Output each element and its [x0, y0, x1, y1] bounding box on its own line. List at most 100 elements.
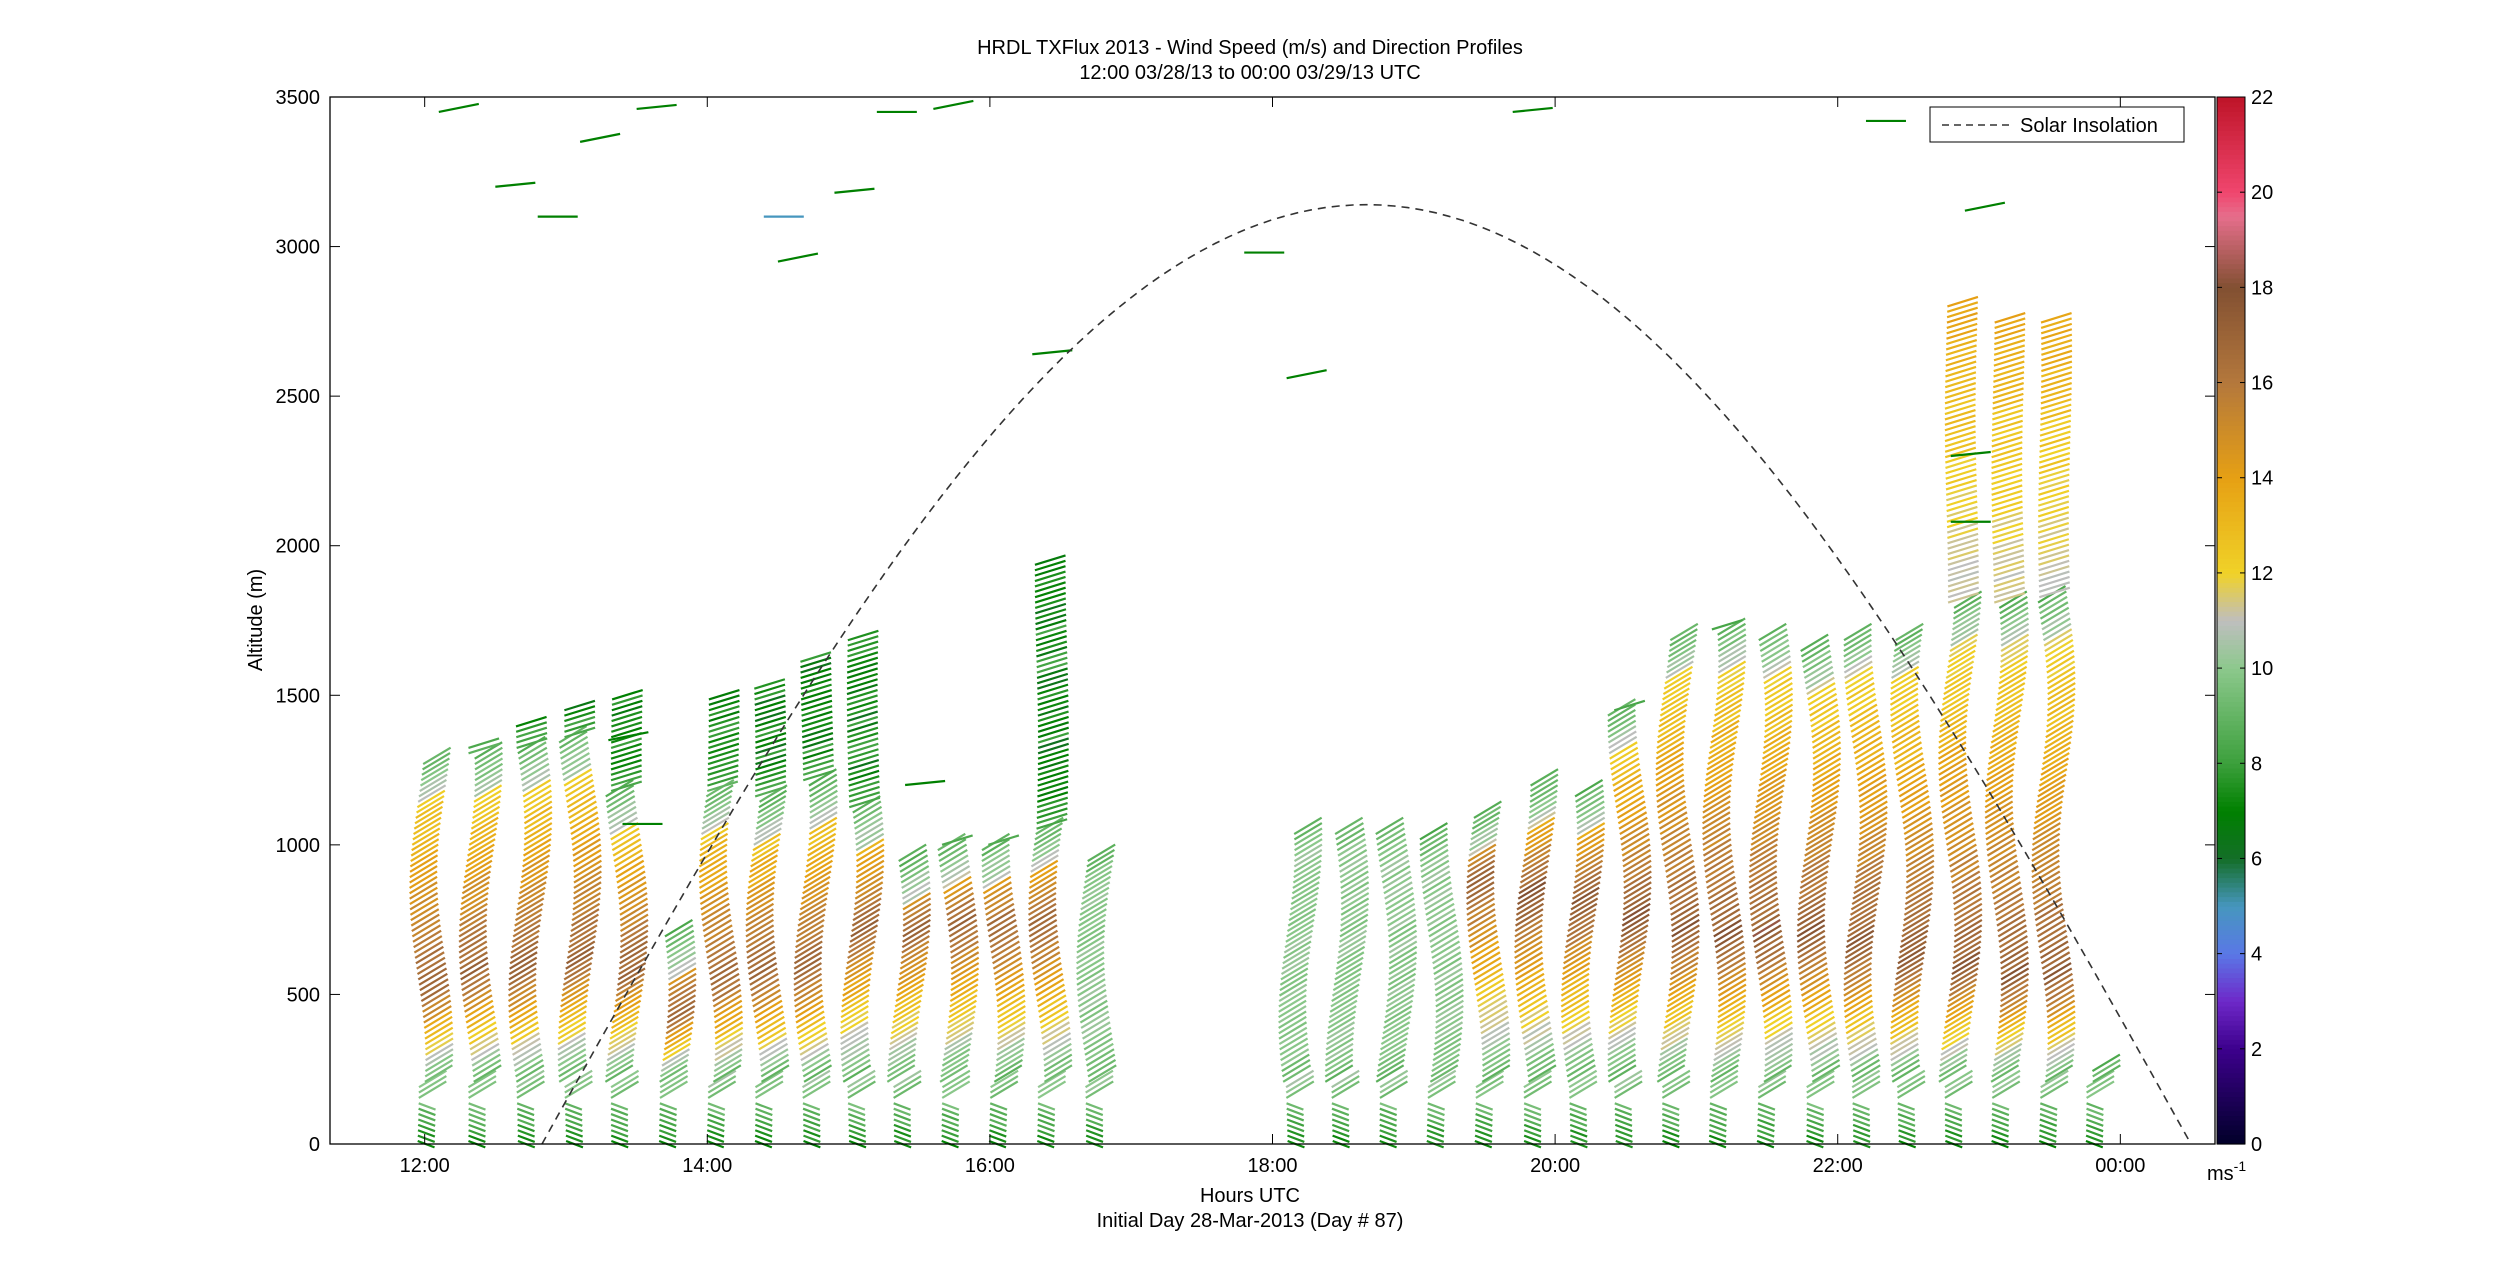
wind-barb [1846, 924, 1875, 943]
wind-barb [753, 999, 783, 1019]
wind-barb [2047, 687, 2076, 706]
wind-barb [409, 865, 438, 884]
colorbar-segment [2217, 572, 2245, 579]
wind-barb [614, 848, 643, 868]
wind-barb [1611, 983, 1641, 1002]
wind-barb [760, 1058, 790, 1078]
wind-barb [1984, 800, 2014, 819]
wind-barb [1763, 671, 1793, 690]
wind-barb [755, 753, 787, 766]
wind-barb [2044, 725, 2074, 744]
wind-barb [2040, 371, 2073, 383]
wind-barb [1764, 676, 1793, 696]
wind-barb [418, 1113, 436, 1122]
wind-barb [1560, 978, 1590, 997]
wind-barb [617, 962, 647, 981]
wind-barb [2038, 575, 2070, 588]
wind-barb [846, 945, 875, 965]
wind-barb [1655, 779, 1685, 798]
wind-barb [2037, 538, 2070, 550]
wind-barb [846, 710, 879, 723]
wind-barb [2040, 403, 2072, 416]
wind-barb [1331, 1118, 1350, 1127]
wind-barb [1994, 328, 2026, 340]
wind-barb [1076, 935, 1105, 954]
wind-barb [1572, 875, 1602, 895]
wind-barb [1379, 1102, 1398, 1111]
wind-barb [1999, 940, 2029, 959]
wind-barb [1890, 1037, 1919, 1056]
wind-barb [1085, 1042, 1114, 1062]
wind-barb [1037, 732, 1070, 744]
wind-barb [992, 945, 1021, 965]
wind-barb [757, 800, 786, 819]
wind-barb [802, 1075, 831, 1094]
wind-barb [1037, 721, 1069, 733]
wind-barb [1944, 1080, 1973, 1099]
colorbar-segment [2217, 301, 2245, 307]
wind-barb [848, 764, 880, 776]
wind-barb [760, 1064, 790, 1083]
wind-barb [1671, 940, 1700, 959]
wind-barb [2046, 655, 2075, 674]
colorbar-segment [2217, 1058, 2245, 1064]
wind-barb [1032, 956, 1062, 976]
wind-barb [802, 1107, 821, 1117]
wind-barb [2041, 951, 2071, 970]
wind-barb [467, 1075, 497, 1094]
colorbar-segment [2217, 387, 2245, 393]
wind-barb [1529, 773, 1559, 792]
wind-barb [1764, 1032, 1794, 1051]
wind-barb [611, 705, 643, 717]
wind-barb [2046, 1048, 2075, 1067]
wind-barb [746, 940, 776, 959]
wind-barb [474, 762, 504, 782]
wind-barb [2037, 511, 2070, 523]
wind-barb [1671, 935, 1700, 954]
wind-barb [474, 752, 504, 771]
wind-barb [809, 811, 838, 830]
wind-barb [523, 811, 553, 830]
wind-barb [1950, 962, 1980, 981]
wind-barb [1851, 1069, 1881, 1089]
wind-barb [1993, 365, 2025, 378]
wind-barb [1953, 924, 1983, 943]
wind-barb [1035, 608, 1067, 620]
wind-barb [509, 1010, 538, 1029]
wind-barb [519, 752, 549, 771]
wind-barb [1851, 886, 1881, 906]
wind-barb [1466, 902, 1496, 922]
wind-barb [565, 1118, 583, 1127]
colorbar-segment [2217, 311, 2245, 317]
wind-barb [988, 924, 1018, 943]
wind-barb [1995, 1032, 2024, 1051]
wind-barb [1661, 1021, 1691, 1040]
wind-barb [523, 832, 552, 852]
wind-barb [1574, 859, 1604, 879]
wind-barb [1560, 983, 1590, 1002]
wind-barb [422, 752, 451, 771]
wind-barb [752, 988, 781, 1008]
wind-barb [840, 1032, 869, 1051]
wind-barb [1845, 1015, 1875, 1035]
colorbar-segment [2217, 258, 2245, 265]
wind-barb [1435, 994, 1464, 1013]
wind-barb [754, 816, 784, 836]
wind-barb [1939, 773, 1968, 792]
wind-barb [1563, 1032, 1592, 1051]
wind-barb [1466, 865, 1495, 884]
wind-barb [847, 742, 879, 755]
wind-barb [1941, 692, 1970, 712]
wind-barb [1325, 1026, 1355, 1046]
wind-barb [808, 779, 838, 798]
wind-barb [1953, 886, 1982, 906]
wind-barb [841, 1048, 870, 1067]
wind-barb [1336, 832, 1366, 852]
wind-barb [668, 972, 697, 992]
wind-barb [1477, 988, 1506, 1008]
wind-barb [1607, 1042, 1636, 1062]
wind-barb [1805, 671, 1835, 690]
wind-barb [1950, 450, 1991, 458]
wind-barb [1943, 1015, 1972, 1035]
wind-barb [1037, 748, 1069, 760]
